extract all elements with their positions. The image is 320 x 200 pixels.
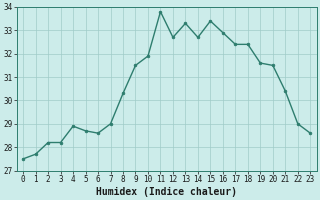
X-axis label: Humidex (Indice chaleur): Humidex (Indice chaleur) <box>96 186 237 197</box>
